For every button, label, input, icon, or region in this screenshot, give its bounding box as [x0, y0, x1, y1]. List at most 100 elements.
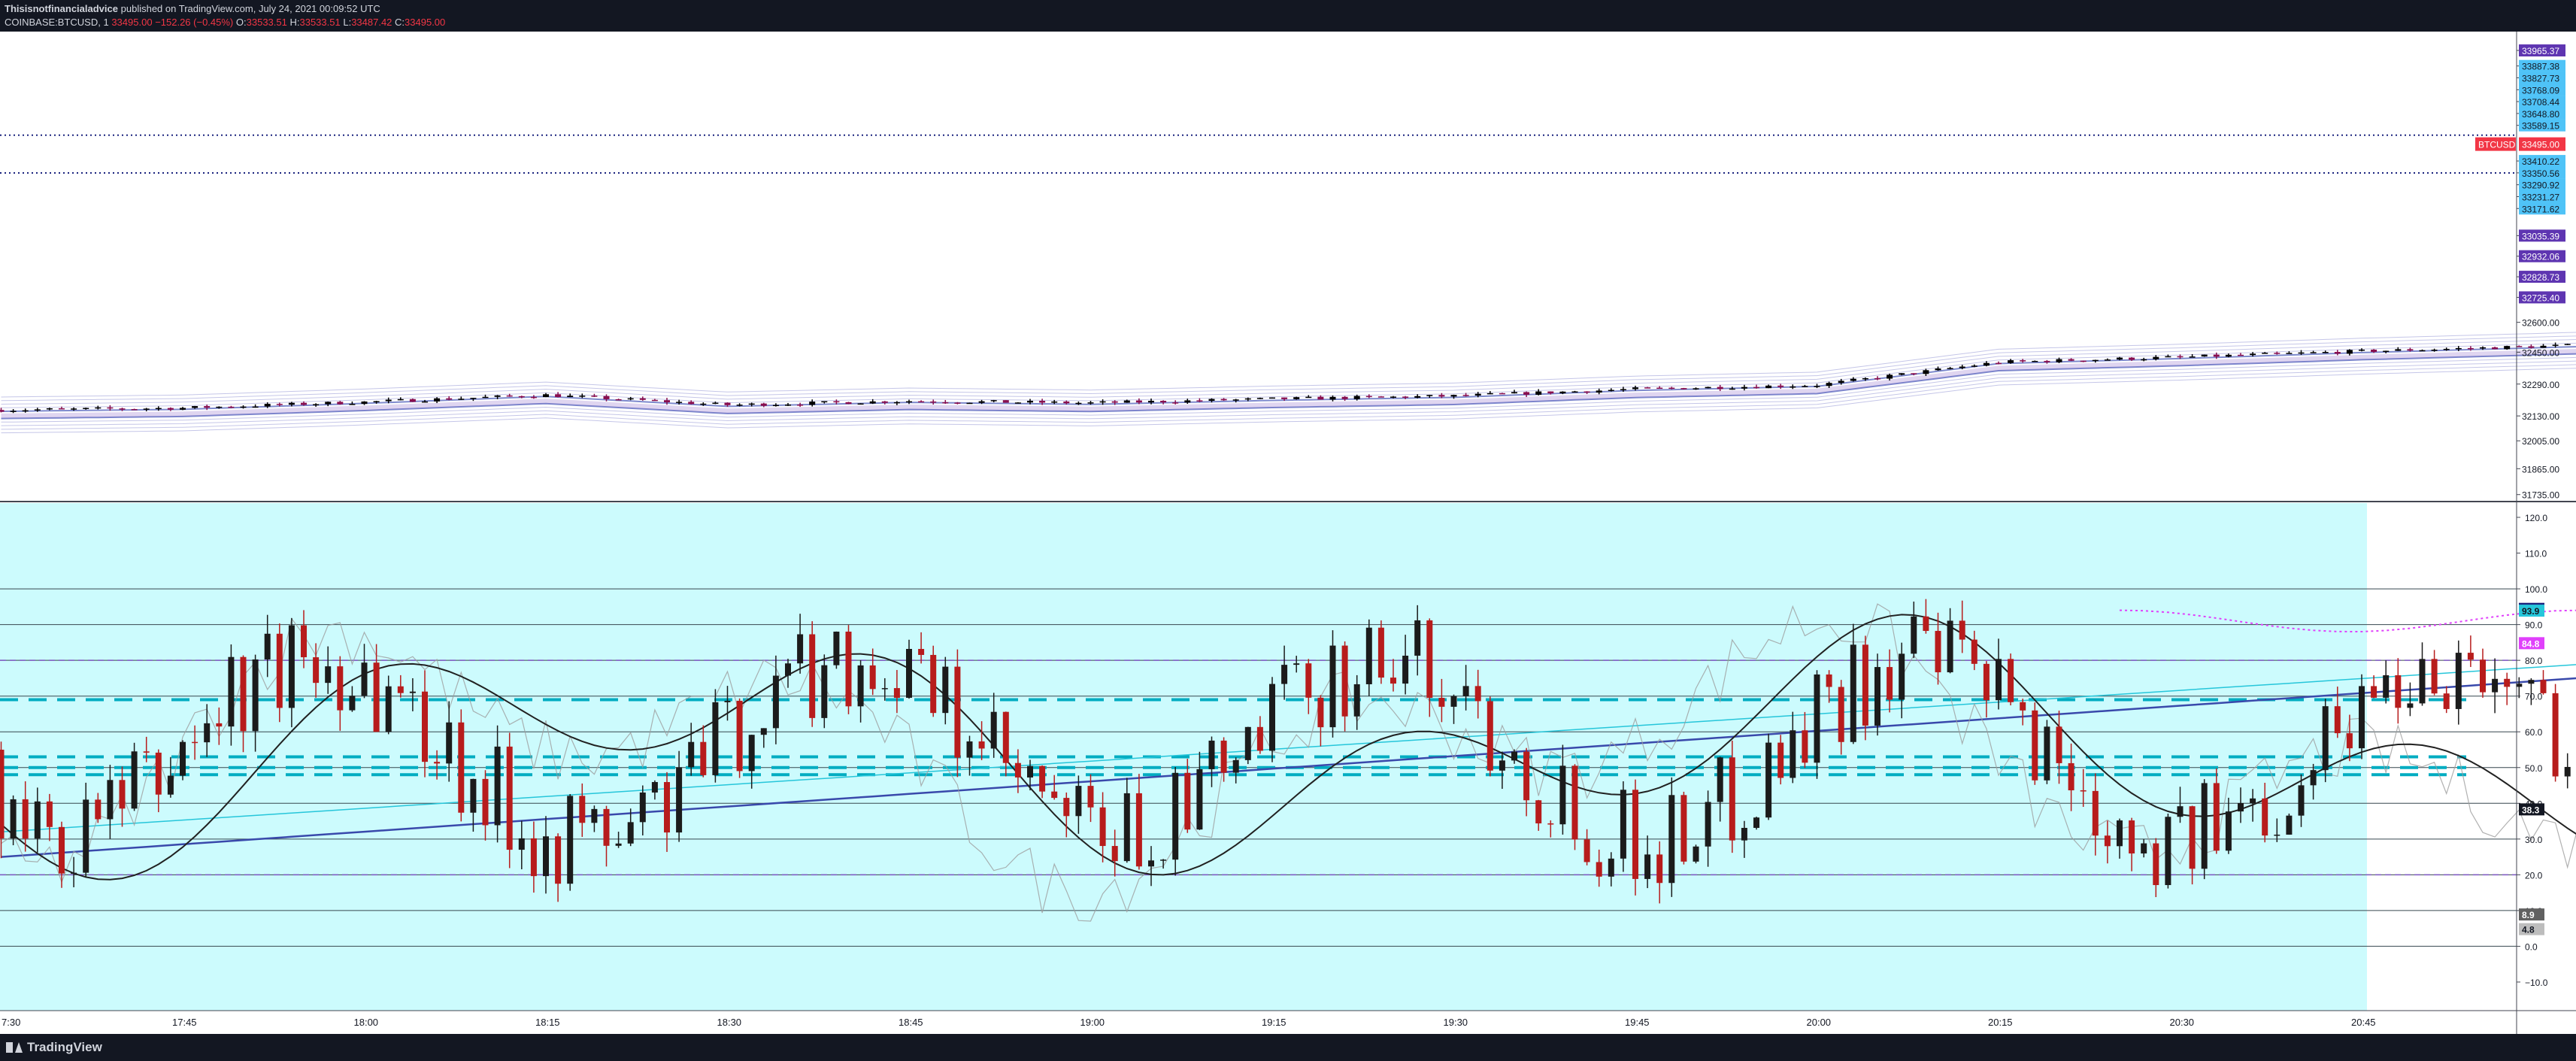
price-level-tag [2519, 59, 2565, 72]
oscillator-candle-body [1753, 817, 1759, 828]
price-candle-body [22, 410, 29, 412]
price-candle-body [397, 399, 404, 401]
oscillator-candle-body [1668, 795, 1675, 884]
price-candle-body [409, 399, 416, 402]
price-candle-body [385, 399, 392, 402]
oscillator-candle-body [567, 796, 574, 884]
oscillator-candle-body [1717, 757, 1723, 802]
oscillator-candle-body [1523, 751, 1530, 801]
price-level-tag [2519, 190, 2565, 203]
oscillator-candle-body [676, 767, 683, 833]
symbol-tag-bg [2475, 137, 2516, 151]
price-candle-body [2213, 354, 2220, 357]
oscillator-candle-body [373, 662, 380, 732]
price-candle-body [918, 401, 925, 403]
price-candle-body [1693, 388, 1699, 390]
oscillator-candle-body [1148, 860, 1154, 867]
price-candle-body [1075, 402, 1082, 405]
oscillator-slow-line [0, 614, 2576, 881]
oscillator-candle-body [71, 872, 77, 875]
oscillator-candle-body [1487, 701, 1493, 771]
oscillator-candle-body [1135, 793, 1142, 867]
price-candle-body [2104, 359, 2111, 361]
price-candle-body [1583, 391, 1590, 393]
price-candle-body [881, 401, 888, 403]
price-level-tag [2519, 95, 2565, 108]
oscillator-candle-body [845, 632, 852, 707]
oscillator-candle-body [1075, 786, 1082, 817]
price-candle-body [2225, 354, 2232, 357]
time-tick-label: 20:00 [1807, 1017, 1832, 1028]
oscillator-candle-body [1911, 616, 1917, 654]
oscillator-tick-label: 70.0 [2525, 692, 2543, 702]
price-candle-body [772, 405, 779, 407]
oscillator-candle-body [1959, 620, 1965, 640]
price-tick-label: 31865.00 [2522, 464, 2559, 474]
oscillator-candle-body [603, 808, 610, 846]
time-tick-label: 19:00 [1080, 1017, 1105, 1028]
price-candle-body [1487, 393, 1493, 395]
oscillator-candle-body [2516, 684, 2523, 687]
price-candle-body [2431, 350, 2438, 351]
oscillator-tick-label: 20.0 [2525, 870, 2543, 881]
last-price: 33495.00 [111, 17, 153, 28]
oscillator-candle-body [1414, 620, 1421, 656]
oscillator-candle-body [700, 741, 707, 775]
oscillator-candle-body [2480, 659, 2486, 693]
price-candle-body [1123, 400, 1130, 403]
oscillator-candle-body [1583, 839, 1590, 862]
oscillator-candle-body [627, 822, 634, 844]
oscillator-candle-body [1741, 827, 1747, 841]
oscillator-axis[interactable]: 120.0110.0100.090.080.070.060.050.040.03… [2517, 513, 2548, 988]
oscillator-candle-body [167, 775, 174, 795]
symbol-name[interactable]: COINBASE:BTCUSD, 1 [5, 17, 109, 28]
price-candle-body [252, 406, 259, 408]
chart-area[interactable]: 33965.37 33887.38 33827.73 33768.09 33708.44… [0, 32, 2576, 1034]
price-candle-body [893, 402, 900, 404]
oscillator-candle-body [216, 723, 223, 727]
oscillator-candle-body [1462, 686, 1469, 696]
time-axis[interactable]: 7:30 17:45 18:00 18:15 18:30 18:45 19:00 19:15 1… [2, 1017, 2376, 1028]
oscillator-tick-label: 90.0 [2525, 620, 2543, 631]
oscillator-candle-body [2165, 817, 2171, 886]
oscillator-candle-body [724, 700, 731, 702]
oscillator-candle-body [83, 799, 89, 873]
oscillator-candle-body [2104, 835, 2111, 847]
oscillator-candle-body [1051, 791, 1058, 799]
price-candle-body [1232, 399, 1239, 401]
oscillator-candle-body [2056, 726, 2062, 763]
price-candle-body [361, 401, 368, 405]
oscillator-candle-body [2298, 785, 2305, 816]
envelope-band-9 [1, 332, 2576, 398]
price-tick-label: 31735.00 [2522, 490, 2559, 501]
oscillator-candle-body [1826, 674, 1832, 687]
price-candle-body [1971, 365, 1977, 367]
price-candle-body [1656, 387, 1663, 390]
oscillator-candle-body [301, 625, 307, 658]
price-tick-label: 33350.56 [2522, 168, 2559, 179]
oscillator-candle-body [1790, 730, 1796, 778]
price-pane[interactable] [0, 32, 2576, 434]
oscillator-candle-body [228, 656, 235, 727]
tradingview-brand[interactable]: TradingView [6, 1040, 102, 1055]
oscillator-candle-body [180, 741, 186, 776]
price-candle-body [1620, 389, 1626, 390]
oscillator-pane[interactable] [0, 503, 2576, 1011]
oscillator-candle-body [2129, 820, 2135, 854]
oscillator-candle-body [1087, 786, 1094, 808]
price-candle-body [1741, 387, 1747, 389]
price-level-tag [2519, 271, 2565, 283]
price-candle-body [1596, 390, 1602, 393]
price-tick-label: 33290.92 [2522, 180, 2559, 191]
author-name[interactable]: Thisisnotfinancialadvice [5, 3, 118, 14]
oscillator-candle-body [2020, 702, 2026, 711]
oscillator-candle-body [2431, 659, 2438, 694]
oscillator-candle-body [361, 662, 368, 696]
oscillator-candle-body [555, 836, 562, 884]
price-candle-body [1353, 396, 1360, 399]
oscillator-candle-body [337, 666, 344, 711]
price-candle-body [1438, 395, 1445, 397]
time-tick-label: 18:00 [354, 1017, 379, 1028]
